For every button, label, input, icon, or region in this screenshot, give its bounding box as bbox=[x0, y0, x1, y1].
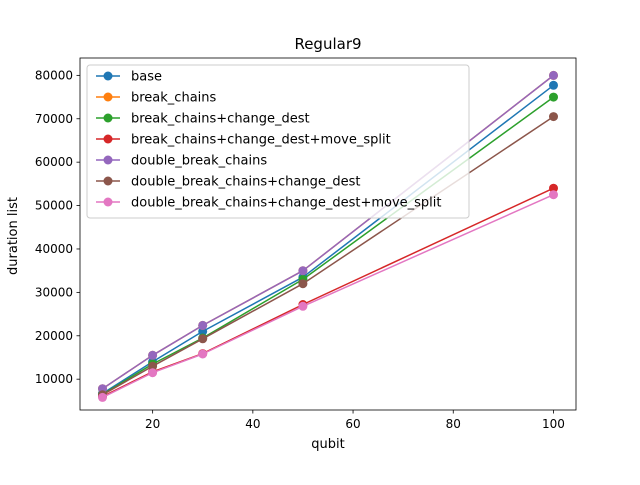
legend-marker-5 bbox=[103, 176, 113, 186]
data-point-5-2 bbox=[198, 334, 208, 344]
data-point-5-4 bbox=[549, 112, 558, 122]
legend-marker-3 bbox=[103, 134, 113, 144]
x-tick-label-2: 60 bbox=[345, 417, 360, 431]
y-tick-label-4: 50000 bbox=[35, 199, 73, 213]
x-axis-label: qubit bbox=[311, 437, 344, 452]
data-point-6-0 bbox=[98, 392, 107, 402]
data-point-5-3 bbox=[298, 279, 308, 289]
chart-title: Regular9 bbox=[294, 35, 361, 53]
legend-entry-0: base bbox=[96, 70, 162, 85]
legend-marker-2 bbox=[103, 113, 113, 123]
y-tick-label-6: 70000 bbox=[35, 112, 73, 126]
y-tick-label-7: 80000 bbox=[35, 68, 73, 82]
legend-entry-1: break_chains bbox=[96, 91, 217, 106]
legend-label-0: base bbox=[131, 70, 162, 85]
legend: base break_chains break_chains+change_dest… bbox=[86, 64, 470, 219]
data-point-4-2 bbox=[198, 320, 208, 330]
data-point-6-4 bbox=[549, 190, 558, 200]
data-point-3-4 bbox=[549, 183, 558, 193]
data-point-2-4 bbox=[549, 92, 558, 102]
data-point-4-4 bbox=[549, 70, 558, 80]
y-axis-label: duration list bbox=[6, 197, 21, 275]
legend-marker-4 bbox=[103, 155, 113, 165]
series-6 bbox=[98, 190, 558, 402]
legend-entry-2: break_chains+change_dest bbox=[96, 112, 310, 127]
legend-box bbox=[86, 64, 470, 219]
y-tick-label-3: 40000 bbox=[35, 242, 73, 256]
legend-label-6: double_break_chains+change_dest+move_spl… bbox=[131, 196, 442, 211]
x-tick-label-1: 40 bbox=[245, 417, 260, 431]
data-point-6-1 bbox=[148, 368, 158, 378]
legend-entry-3: break_chains+change_dest+move_split bbox=[96, 133, 391, 148]
y-tick-label-2: 30000 bbox=[35, 285, 73, 299]
legend-label-5: double_break_chains+change_dest bbox=[131, 175, 360, 190]
legend-entry-5: double_break_chains+change_dest bbox=[96, 175, 360, 190]
x-tick-label-3: 80 bbox=[446, 417, 461, 431]
data-point-6-3 bbox=[298, 301, 308, 311]
legend-label-3: break_chains+change_dest+move_split bbox=[131, 133, 391, 148]
legend-label-2: break_chains+change_dest bbox=[131, 112, 310, 127]
data-point-0-4 bbox=[549, 80, 558, 90]
plot-frame bbox=[79, 57, 577, 411]
legend-marker-0 bbox=[103, 71, 113, 81]
x-tick-label-0: 20 bbox=[145, 417, 160, 431]
x-tick-label-4: 100 bbox=[542, 417, 565, 431]
legend-marker-6 bbox=[103, 197, 113, 207]
data-point-6-2 bbox=[198, 349, 208, 359]
data-point-4-1 bbox=[148, 350, 158, 360]
legend-label-4: double_break_chains bbox=[131, 154, 267, 169]
y-tick-label-0: 10000 bbox=[35, 372, 73, 386]
data-point-5-1 bbox=[148, 361, 158, 371]
data-point-4-3 bbox=[298, 266, 308, 276]
legend-entry-4: double_break_chains bbox=[96, 154, 267, 169]
legend-label-1: break_chains bbox=[131, 91, 217, 106]
legend-marker-1 bbox=[103, 92, 113, 102]
y-tick-label-5: 60000 bbox=[35, 155, 73, 169]
y-tick-label-1: 20000 bbox=[35, 329, 73, 343]
axes-layer: 20 40 60 80 100 10000 20000 30000 40000 50000 6000… bbox=[35, 57, 577, 431]
legend-entry-6: double_break_chains+change_dest+move_spl… bbox=[96, 196, 442, 211]
